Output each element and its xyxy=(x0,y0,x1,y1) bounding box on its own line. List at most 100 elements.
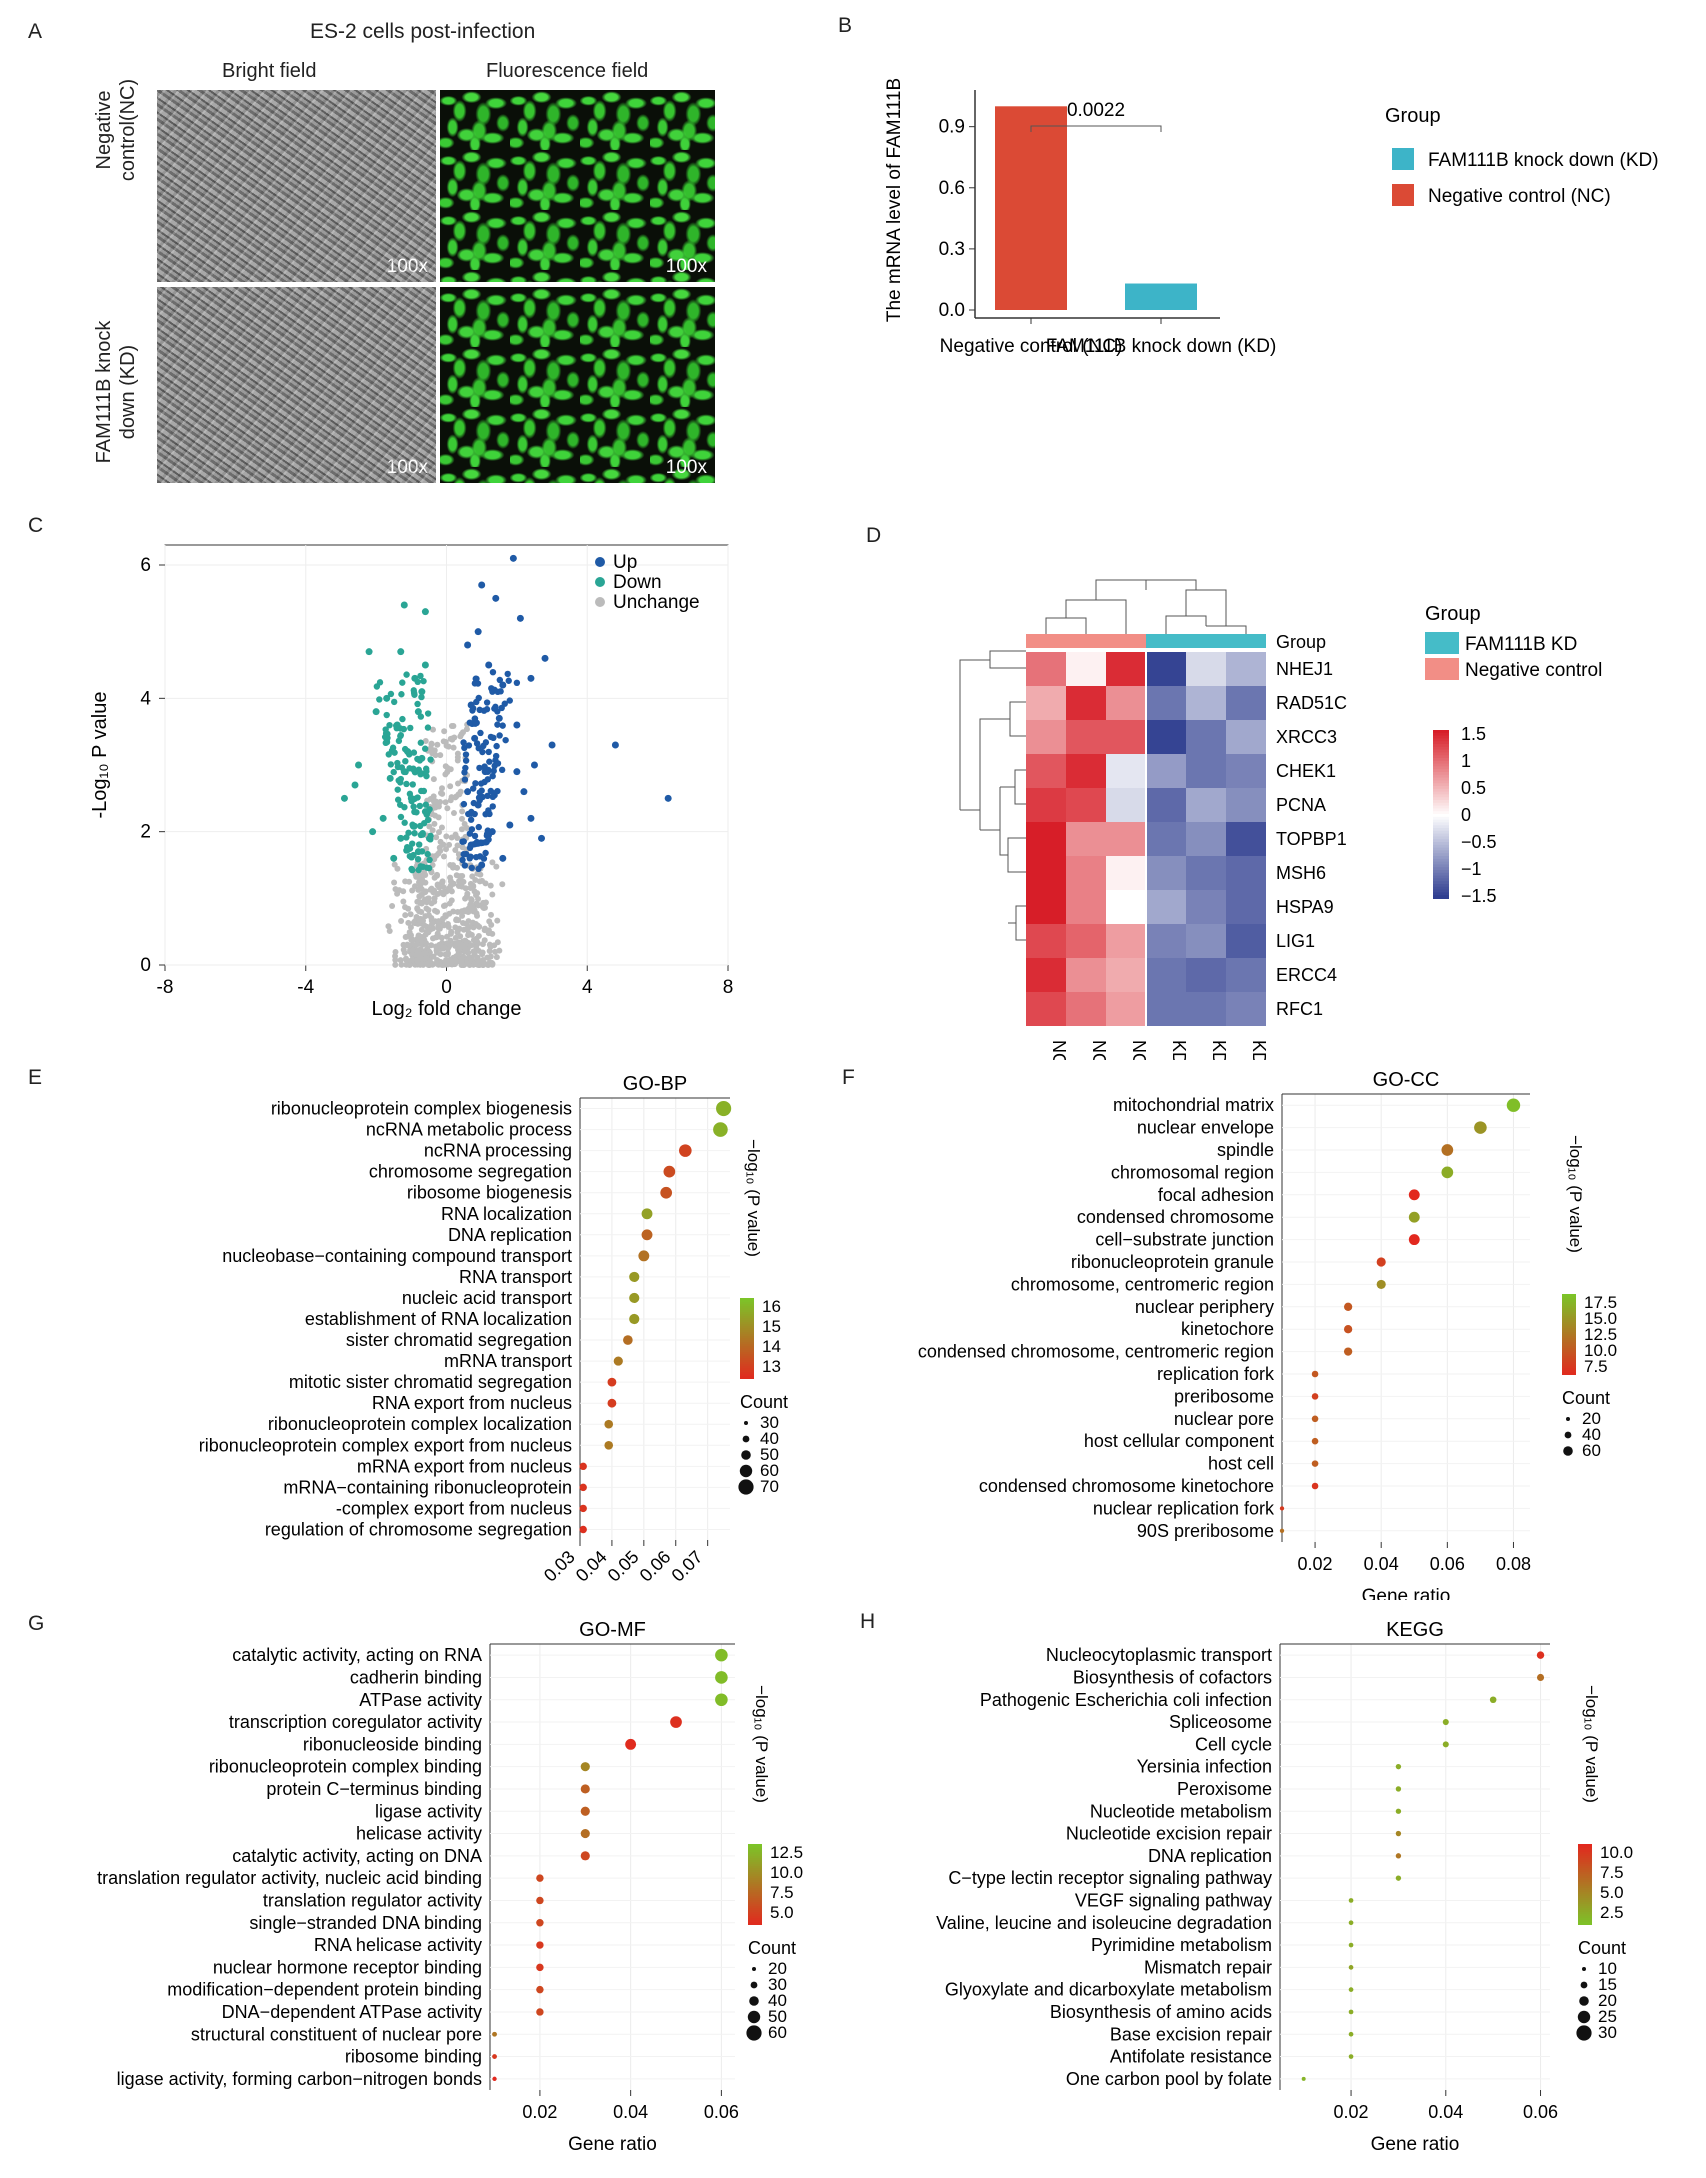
size-legend-dot xyxy=(1582,1967,1586,1971)
term-label: Biosynthesis of amino acids xyxy=(1050,2002,1272,2022)
term-label: Pyrimidine metabolism xyxy=(1091,1935,1272,1955)
size-legend-dot xyxy=(1579,1996,1589,2006)
colorbar-step xyxy=(1578,1880,1592,1883)
up-point xyxy=(469,707,476,714)
colorscale-step xyxy=(1433,805,1449,810)
dot xyxy=(536,1985,544,1994)
colorbar-step xyxy=(1562,1306,1576,1309)
dot xyxy=(1395,1853,1402,1859)
colorbar-step xyxy=(1578,1874,1592,1877)
up-point xyxy=(472,780,479,787)
heatmap-row-label: RAD51C xyxy=(1276,693,1347,713)
size-legend-dot xyxy=(752,1967,756,1971)
term-label: catalytic activity, acting on DNA xyxy=(232,1846,482,1866)
unchange-point xyxy=(418,926,425,933)
colorbar-step xyxy=(1578,1846,1592,1849)
up-point xyxy=(490,767,497,775)
colorbar-step xyxy=(1562,1334,1576,1337)
down-point xyxy=(420,677,427,685)
term-label: focal adhesion xyxy=(1158,1185,1274,1205)
colorscale-step xyxy=(1433,856,1449,860)
colorbar-label: 10.0 xyxy=(1584,1341,1617,1360)
heatmap-cell xyxy=(1106,890,1146,924)
up-point xyxy=(472,720,479,727)
unchange-point xyxy=(468,897,475,904)
unchange-point xyxy=(458,826,465,833)
up-point xyxy=(499,681,507,689)
dot xyxy=(607,1377,617,1387)
unchange-point xyxy=(440,891,447,898)
colorbar-step xyxy=(1562,1340,1576,1343)
panel-label-c: C xyxy=(28,514,44,537)
unchange-point xyxy=(489,961,496,968)
colorbar-label: 12.5 xyxy=(1584,1325,1617,1344)
term-label: mRNA transport xyxy=(444,1351,572,1371)
colorbar-step xyxy=(740,1330,754,1333)
term-label: 90S preribosome xyxy=(1137,1521,1274,1541)
unchange-point xyxy=(485,930,492,937)
unchange-point xyxy=(450,744,457,751)
colorbar-step xyxy=(748,1920,762,1923)
size-legend-label: 60 xyxy=(768,2023,787,2042)
heatmap-cell xyxy=(1146,992,1186,1026)
colorscale-step xyxy=(1433,738,1449,743)
colorbar-step xyxy=(1562,1312,1576,1315)
colorscale-step xyxy=(1433,842,1449,846)
dot xyxy=(1489,1696,1497,1704)
term-label: mRNA export from nucleus xyxy=(357,1456,572,1476)
y-tick-label: 6 xyxy=(140,555,151,576)
heatmap-cell xyxy=(1066,924,1106,958)
term-label: kinetochore xyxy=(1181,1319,1274,1339)
panel-label-h: H xyxy=(860,1610,876,1633)
colorbar-step xyxy=(740,1344,754,1347)
down-point xyxy=(396,801,404,808)
heatmap-column-label: KD 2 xyxy=(1249,1040,1269,1060)
up-point xyxy=(504,670,511,678)
size-legend-dot xyxy=(1563,1446,1573,1456)
unchange-point xyxy=(408,936,415,943)
unchange-point xyxy=(450,908,457,915)
colorbar-label: 5.0 xyxy=(1600,1883,1624,1902)
bar xyxy=(995,106,1067,310)
unchange-point xyxy=(431,907,438,914)
down-point xyxy=(404,748,412,756)
colorbar-step xyxy=(748,1848,762,1851)
term-label: ncRNA processing xyxy=(424,1141,572,1161)
unchange-point xyxy=(406,929,413,936)
unchange-point xyxy=(458,815,465,822)
dot xyxy=(641,1208,653,1220)
up-point xyxy=(471,734,479,742)
unchange-point xyxy=(432,812,439,819)
down-point xyxy=(406,845,414,852)
colorbar-step xyxy=(740,1316,754,1319)
heatmap-cell xyxy=(1226,992,1266,1026)
unchange-point xyxy=(407,911,414,918)
term-label: One carbon pool by folate xyxy=(1066,2069,1272,2089)
up-point xyxy=(483,699,491,706)
colorbar-step xyxy=(1578,1860,1592,1863)
down-point xyxy=(376,696,383,703)
term-label: condensed chromosome kinetochore xyxy=(979,1476,1274,1496)
unchange-point xyxy=(489,891,496,898)
colorbar-step xyxy=(1578,1896,1592,1899)
unchange-point xyxy=(475,902,482,909)
heatmap-cell xyxy=(1106,822,1146,856)
colorbar-step xyxy=(1562,1352,1576,1355)
dot xyxy=(1311,1415,1319,1423)
heatmap-cell xyxy=(1066,754,1106,788)
colorbar-step xyxy=(748,1914,762,1917)
unchange-point xyxy=(409,946,416,953)
dot xyxy=(1343,1302,1353,1311)
colorbar-step xyxy=(1578,1922,1592,1925)
size-legend-label: 10 xyxy=(1598,1959,1617,1978)
colorscale-step xyxy=(1433,847,1449,852)
colorbar-title: −log₁₀ (P value) xyxy=(752,1685,771,1803)
colorbar-step xyxy=(1562,1356,1576,1359)
up-point xyxy=(468,808,475,816)
down-point xyxy=(394,786,401,793)
unchange-point xyxy=(435,918,442,925)
term-label: Spliceosome xyxy=(1169,1712,1272,1732)
down-point xyxy=(411,674,419,682)
bright-field-header: Bright field xyxy=(222,60,317,82)
colorbar-step xyxy=(1562,1332,1576,1335)
